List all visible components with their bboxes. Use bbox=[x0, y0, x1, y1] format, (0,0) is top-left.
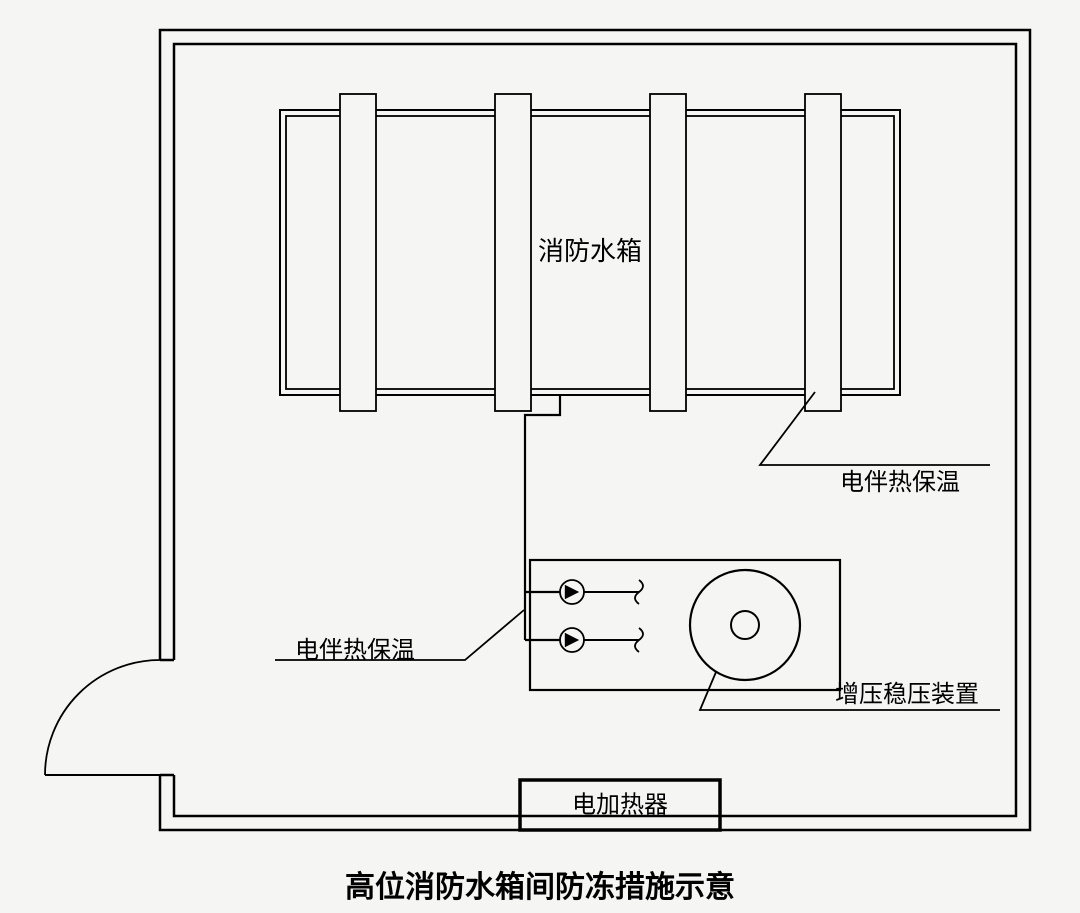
callouts: 电伴热保温 电伴热保温 增压稳压装置 bbox=[275, 392, 1000, 710]
door-arc bbox=[45, 660, 160, 775]
pump-pipes bbox=[584, 580, 643, 652]
pump-unit bbox=[530, 560, 840, 690]
label-pump: 增压稳压装置 bbox=[835, 681, 979, 708]
label-trace-heat-top: 电伴热保温 bbox=[840, 469, 960, 496]
vessel-outer bbox=[690, 570, 800, 680]
diagram-root: 消防水箱 电加热器 电伴热保温 电伴热保温 增压稳压装置 bbox=[0, 0, 1080, 913]
water-tank: 消防水箱 bbox=[280, 94, 900, 411]
vessel-inner bbox=[731, 611, 759, 639]
pumps bbox=[560, 580, 584, 652]
pump-base-rect bbox=[530, 560, 840, 690]
tank-label: 消防水箱 bbox=[538, 237, 642, 266]
label-trace-heat-pipe: 电伴热保温 bbox=[295, 637, 415, 664]
diagram-svg: 消防水箱 电加热器 电伴热保温 电伴热保温 增压稳压装置 bbox=[0, 0, 1080, 913]
heater: 电加热器 bbox=[520, 780, 720, 830]
heater-label: 电加热器 bbox=[572, 792, 668, 819]
diagram-caption: 高位消防水箱间防冻措施示意 bbox=[0, 862, 1080, 906]
